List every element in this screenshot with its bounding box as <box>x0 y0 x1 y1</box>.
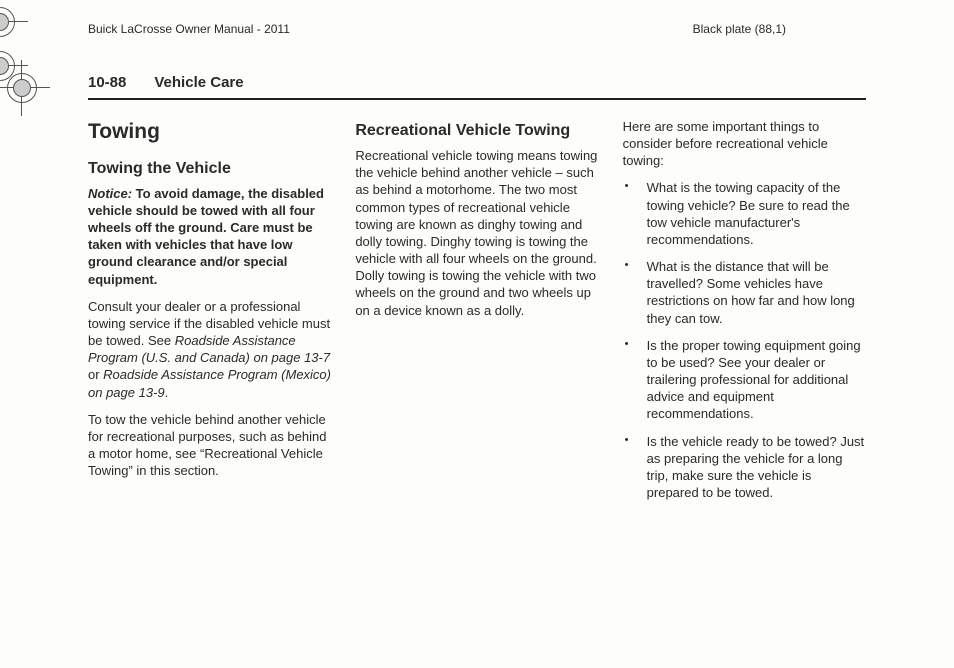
col2-paragraph-1: Recreational vehicle towing means towing… <box>355 147 598 319</box>
page-content: 10-88 Vehicle Care Towing Towing the Vehi… <box>88 74 866 608</box>
print-header: Buick LaCrosse Owner Manual - 2011 Black… <box>0 22 954 42</box>
list-item: Is the vehicle ready to be towed? Just a… <box>623 433 866 502</box>
considerations-list: What is the towing capacity of the towin… <box>623 179 866 501</box>
subheading-rv-towing: Recreational Vehicle Towing <box>355 120 598 141</box>
header-right-text: Black plate (88,1) <box>693 22 786 36</box>
section-number: 10-88 <box>88 74 126 91</box>
column-2: Recreational Vehicle Towing Recreational… <box>355 118 598 511</box>
subheading-towing-vehicle: Towing the Vehicle <box>88 158 331 179</box>
list-item: What is the towing capacity of the towin… <box>623 179 866 248</box>
heading-towing: Towing <box>88 118 331 146</box>
column-3: Here are some important things to consid… <box>623 118 866 511</box>
crop-mark-left <box>0 66 44 110</box>
xref-roadside-mx: Roadside Assistance Program (Mexico) on … <box>88 367 331 399</box>
column-1: Towing Towing the Vehicle Notice: To avo… <box>88 118 331 511</box>
header-left-text: Buick LaCrosse Owner Manual - 2011 <box>88 22 290 36</box>
notice-paragraph: Notice: To avoid damage, the disabled ve… <box>88 185 331 288</box>
list-item: What is the distance that will be travel… <box>623 258 866 327</box>
columns: Towing Towing the Vehicle Notice: To avo… <box>88 118 866 511</box>
notice-lead: Notice: <box>88 186 132 201</box>
running-head: 10-88 Vehicle Care <box>88 74 866 100</box>
col1-paragraph-2: To tow the vehicle behind another vehicl… <box>88 411 331 480</box>
list-item: Is the proper towing equipment going to … <box>623 337 866 423</box>
col3-intro: Here are some important things to consid… <box>623 118 866 169</box>
col1-paragraph-1: Consult your dealer or a professional to… <box>88 298 331 401</box>
section-title: Vehicle Care <box>154 74 243 91</box>
